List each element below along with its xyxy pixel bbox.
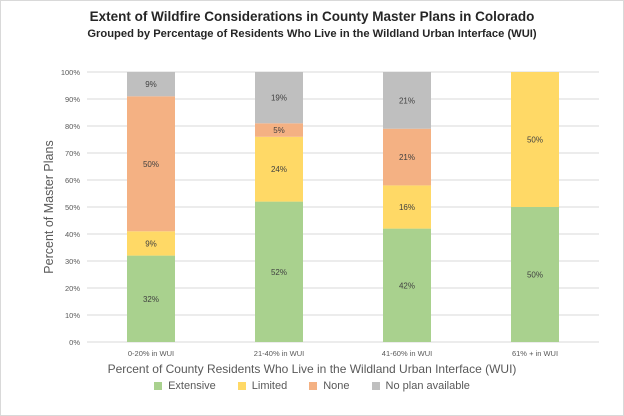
x-tick-label: 0-20% in WUI xyxy=(128,349,174,358)
y-tick-label: 0% xyxy=(69,338,80,347)
legend-swatch xyxy=(309,382,318,390)
legend-item: Limited xyxy=(237,380,288,392)
y-tick-label: 20% xyxy=(65,284,80,293)
data-label: 42% xyxy=(399,281,415,290)
legend-label: None xyxy=(323,380,350,392)
bar-segment xyxy=(127,72,175,97)
legend-label: Limited xyxy=(251,380,288,392)
legend-swatch xyxy=(237,382,246,390)
bar-segment xyxy=(511,207,559,342)
x-tick-label: 21-40% in WUI xyxy=(254,349,304,358)
legend-label: No plan available xyxy=(385,380,470,392)
data-label: 9% xyxy=(145,239,157,248)
legend: Extensive Limited None No plan available xyxy=(1,380,623,392)
data-label: 21% xyxy=(399,153,415,162)
y-tick-label: 40% xyxy=(65,230,80,239)
data-label: 50% xyxy=(527,271,543,280)
legend-swatch xyxy=(154,382,163,390)
data-label: 24% xyxy=(271,165,287,174)
bar-segment xyxy=(511,72,559,207)
chart-title: Extent of Wildfire Considerations in Cou… xyxy=(89,9,535,24)
bar-segment xyxy=(127,96,175,232)
x-axis-label: Percent of County Residents Who Live in … xyxy=(108,362,517,376)
data-label: 50% xyxy=(527,136,543,145)
data-label: 9% xyxy=(145,80,157,89)
y-tick-label: 70% xyxy=(65,149,80,158)
legend-label: Extensive xyxy=(168,380,216,392)
legend-item: Extensive xyxy=(154,380,216,392)
y-tick-label: 100% xyxy=(61,68,81,77)
bar-segment xyxy=(383,185,431,229)
x-tick-label: 41-60% in WUI xyxy=(382,349,432,358)
legend-item: No plan available xyxy=(371,380,470,392)
y-tick-label: 60% xyxy=(65,176,80,185)
legend-item: None xyxy=(309,380,350,392)
data-label: 21% xyxy=(399,96,415,105)
bar-segment xyxy=(383,228,431,342)
x-tick-label: 61% + in WUI xyxy=(512,349,558,358)
bar-segment xyxy=(127,231,175,256)
chart-subtitle: Grouped by Percentage of Residents Who L… xyxy=(87,28,537,40)
y-tick-label: 90% xyxy=(65,95,80,104)
bar-segment xyxy=(255,201,303,342)
bar-segment xyxy=(127,255,175,342)
y-axis-label: Percent of Master Plans xyxy=(42,140,56,273)
data-label: 50% xyxy=(143,160,159,169)
bar-segment xyxy=(383,72,431,129)
y-tick-label: 10% xyxy=(65,311,80,320)
data-label: 52% xyxy=(271,268,287,277)
bar-segment xyxy=(255,123,303,137)
data-label: 32% xyxy=(143,295,159,304)
data-label: 5% xyxy=(273,126,285,135)
legend-swatch xyxy=(371,382,380,390)
y-tick-label: 50% xyxy=(65,203,80,212)
bar-segment xyxy=(255,136,303,202)
bar-segment xyxy=(383,128,431,186)
tick-labels: 0% 10% 20% 30% 40% 50% 60% 70% 80% 90% 100% 0-20% i… xyxy=(61,68,558,358)
data-label: 16% xyxy=(399,203,415,212)
bar-segment xyxy=(255,72,303,124)
y-tick-label: 80% xyxy=(65,122,80,131)
y-tick-label: 30% xyxy=(65,257,80,266)
data-label: 19% xyxy=(271,94,287,103)
bars: 32% 9% 50% 9% 52% 24% 5% 19% 42% 16% 21% 21% 50% 50% xyxy=(127,72,559,342)
